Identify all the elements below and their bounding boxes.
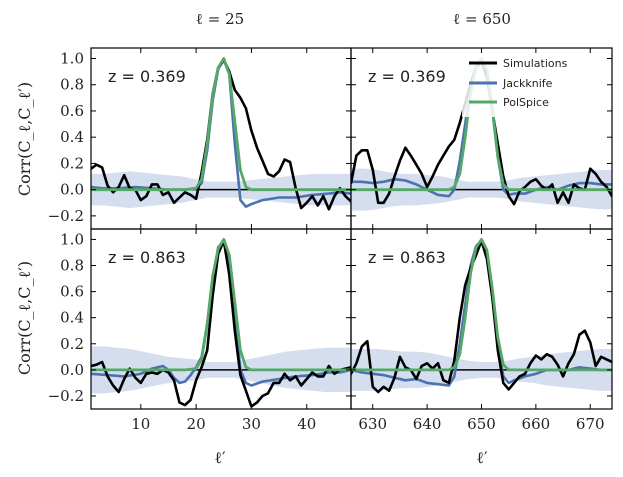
x-tick-label: 10 bbox=[131, 415, 150, 433]
column-title-right: ℓ = 650 bbox=[453, 10, 511, 28]
y-tick-label: 0.2 bbox=[60, 154, 84, 172]
x-tick-label: 670 bbox=[576, 415, 605, 433]
y-tick-label: 0.4 bbox=[60, 128, 84, 146]
y-tick-label: 1.0 bbox=[60, 230, 84, 248]
x-axis-label-right: ℓ′ bbox=[476, 448, 488, 467]
panel-redshift-label: z = 0.369 bbox=[108, 67, 186, 86]
x-tick-label: 40 bbox=[297, 415, 316, 433]
y-axis-label-bottom: Corr(C_ℓ,C_ℓ′) bbox=[15, 261, 34, 375]
y-tick-label: 1.0 bbox=[60, 49, 84, 67]
panel-plot-area bbox=[91, 237, 351, 408]
panel-1-1: 630 640 650 660 670 z = 0.863 bbox=[350, 228, 613, 433]
y-tick-label: −0.2 bbox=[48, 207, 84, 225]
panel-redshift-label: z = 0.863 bbox=[368, 248, 446, 267]
panel-0-0: −0.2 0.0 0.2 0.4 0.6 0.8 1.0 z = 0.369 bbox=[48, 47, 352, 230]
panel-plot-area bbox=[91, 57, 351, 211]
y-tick-label: 0.4 bbox=[60, 309, 84, 327]
y-tick-label: 0.6 bbox=[60, 102, 84, 120]
series-polspice bbox=[91, 57, 351, 192]
y-tick-label: 0.0 bbox=[60, 181, 84, 199]
panel-1-0: 10 20 30 40 −0.2 0.0 0.2 0.4 0.6 0.8 1.0 z = 0.863 bbox=[48, 228, 352, 433]
panels-layer: −0.2 0.0 0.2 0.4 0.6 0.8 1.0 z = 0.369 z = 0.369… bbox=[48, 47, 613, 433]
series-simulations bbox=[91, 239, 351, 408]
y-axis-label-top: Corr(C_ℓ,C_ℓ′) bbox=[15, 82, 34, 196]
y-tick-label: −0.2 bbox=[48, 387, 84, 405]
y-tick-label: 0.6 bbox=[60, 283, 84, 301]
panel-redshift-label: z = 0.863 bbox=[108, 248, 186, 267]
legend: Simulations Jackknife PolSpice bbox=[462, 53, 606, 117]
x-tick-label: 30 bbox=[242, 415, 261, 433]
x-tick-label: 20 bbox=[187, 415, 206, 433]
panel-redshift-label: z = 0.369 bbox=[368, 67, 446, 86]
y-tick-label: 0.8 bbox=[60, 257, 84, 275]
panel-plot-area bbox=[351, 237, 612, 394]
legend-label-simulations: Simulations bbox=[503, 57, 568, 70]
series-polspice bbox=[91, 237, 351, 372]
labels-layer: ℓ = 25 ℓ = 650 ℓ′ ℓ′ Corr(C_ℓ,C_ℓ′) Corr… bbox=[15, 10, 511, 467]
column-title-left: ℓ = 25 bbox=[196, 10, 244, 28]
x-axis-label-left: ℓ′ bbox=[214, 448, 226, 467]
y-tick-label: 0.8 bbox=[60, 76, 84, 94]
x-tick-label: 650 bbox=[467, 415, 496, 433]
y-tick-label: 0.0 bbox=[60, 361, 84, 379]
y-tick-label: 0.2 bbox=[60, 335, 84, 353]
legend-label-polspice: PolSpice bbox=[503, 96, 549, 109]
x-tick-label: 630 bbox=[358, 415, 387, 433]
legend-label-jackknife: Jackknife bbox=[502, 77, 553, 90]
x-tick-label: 660 bbox=[522, 415, 551, 433]
series-polspice bbox=[351, 237, 612, 372]
x-tick-label: 640 bbox=[413, 415, 442, 433]
